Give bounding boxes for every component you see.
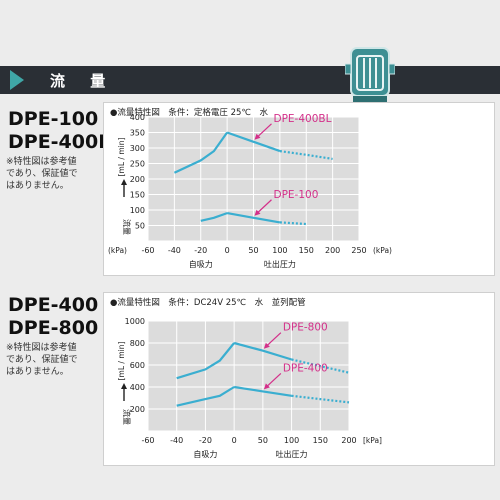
x-tick-label: -40: [170, 436, 183, 445]
note-line: であり、保証値で: [6, 169, 78, 179]
x-unit-right: [kPa]: [363, 436, 382, 445]
region-label-discharge: 吐出圧力: [276, 449, 308, 459]
series-label: DPE-800: [283, 322, 328, 334]
x-tick-label: 100: [272, 246, 287, 255]
y-arrow-icon: [121, 179, 127, 185]
series-line-solid: [226, 212, 281, 224]
note-2: ※特性図は参考値 であり、保証値で はありません。: [6, 342, 106, 378]
model-label-1: DPE-100 DPE-400BL: [8, 108, 125, 154]
series-pointer-line: [265, 332, 282, 348]
x-tick-label: 100: [284, 436, 299, 445]
x-tick-label: -60: [141, 436, 154, 445]
pump-icon: [345, 47, 395, 102]
note-line: ※特性図は参考値: [6, 343, 77, 353]
flow-chart-2: ●流量特性図 条件：DC24V 25℃ 水 並列配管 200 400 600 800 10…: [110, 297, 382, 459]
region-label-suction: 自吸力: [189, 259, 213, 269]
y-axis-label: 流量: [122, 409, 132, 425]
x-tick-label: -40: [168, 246, 181, 255]
x-tick-label: -20: [199, 436, 212, 445]
series-line-solid: [176, 342, 235, 380]
y-tick-label: 50: [135, 222, 145, 231]
model-name: DPE-100: [8, 108, 99, 130]
series-pointer-line: [265, 372, 282, 388]
series-line-dashed: [291, 358, 350, 374]
x-unit-left: (kPa): [108, 246, 127, 255]
series-line-solid: [173, 131, 228, 174]
y-tick-label: 100: [130, 206, 145, 215]
chart-panel-2: ●流量特性図 条件：DC24V 25℃ 水 並列配管 200 400 600 800 10…: [103, 292, 495, 466]
y-tick-label: 400: [130, 383, 145, 392]
y-axis-label: 流量: [122, 219, 132, 235]
section-title: 流 量: [50, 72, 116, 90]
series-pointer-line: [256, 199, 272, 215]
series-label: DPE-100: [274, 189, 319, 201]
chart-title: ●流量特性図 条件：定格電圧 25℃ 水: [110, 107, 268, 118]
x-tick-label: 200: [341, 436, 356, 445]
series-pointer-icon: [254, 209, 261, 216]
series-line-solid: [176, 386, 235, 407]
flow-chart-1: ●流量特性図 条件：定格電圧 25℃ 水 50 100 150 200 250 300 350…: [108, 107, 392, 269]
series-line-dashed: [279, 150, 333, 160]
y-unit-label: [mL / min]: [117, 138, 126, 177]
y-arrow-icon: [121, 383, 127, 389]
model-label-2: DPE-400 DPE-800: [8, 294, 98, 340]
series-line-dashed: [279, 221, 307, 226]
series-pointer-icon: [263, 383, 270, 390]
series-pointer-icon: [254, 133, 261, 140]
x-tick-label: 50: [258, 436, 268, 445]
y-tick-label: 200: [130, 175, 145, 184]
x-tick-label: 150: [299, 246, 314, 255]
chart-panel-1: ●流量特性図 条件：定格電圧 25℃ 水 50 100 150 200 250 300 350…: [103, 102, 495, 276]
series-line-dashed: [291, 394, 350, 404]
note-line: であり、保証値で: [6, 355, 78, 365]
series-line-solid: [233, 341, 292, 361]
note-line: はありません。: [6, 181, 69, 191]
model-name: DPE-400BL: [8, 131, 125, 153]
y-tick-label: 150: [130, 191, 145, 200]
y-tick-label: 800: [130, 339, 145, 348]
chart-title: ●流量特性図 条件：DC24V 25℃ 水 並列配管: [110, 297, 306, 308]
series-pointer-line: [256, 123, 272, 139]
x-unit-right: (kPa): [373, 246, 392, 255]
model-name: DPE-400: [8, 294, 99, 316]
y-tick-label: 300: [130, 144, 145, 153]
section-header: 流 量: [0, 66, 500, 94]
x-tick-label: 150: [313, 436, 328, 445]
region-label-suction: 自吸力: [193, 449, 217, 459]
x-tick-label: -20: [194, 246, 207, 255]
note-line: ※特性図は参考値: [6, 157, 77, 167]
y-tick-label: 400: [130, 113, 145, 122]
y-tick-label: 200: [130, 405, 145, 414]
y-tick-label: 1000: [125, 317, 145, 326]
note-1: ※特性図は参考値 であり、保証値で はありません。: [6, 156, 106, 192]
plot-area: [148, 321, 349, 431]
y-tick-label: 600: [130, 361, 145, 370]
series-label: DPE-400BL: [274, 113, 332, 125]
x-tick-label: 0: [232, 436, 237, 445]
x-tick-label: 250: [351, 246, 366, 255]
note-line: はありません。: [6, 367, 69, 377]
series-line-solid: [233, 385, 292, 397]
y-unit-label: [mL / min]: [117, 342, 126, 381]
series-pointer-icon: [263, 342, 270, 349]
x-tick-label: -60: [141, 246, 154, 255]
series-label: DPE-400: [283, 362, 328, 374]
series-line-solid: [226, 131, 281, 153]
region-label-discharge: 吐出圧力: [264, 259, 296, 269]
header-arrow-icon: [10, 70, 24, 90]
model-name: DPE-800: [8, 317, 99, 339]
y-tick-label: 250: [130, 160, 145, 169]
x-tick-label: 200: [325, 246, 340, 255]
series-line-solid: [200, 212, 228, 222]
y-tick-label: 350: [130, 129, 145, 138]
x-tick-label: 50: [248, 246, 258, 255]
x-tick-label: 0: [225, 246, 230, 255]
